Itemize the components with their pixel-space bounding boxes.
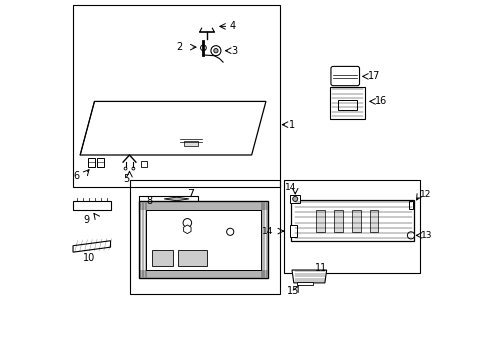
Text: 2: 2 <box>176 42 183 52</box>
Polygon shape <box>329 87 365 118</box>
Bar <box>151 249 173 266</box>
Polygon shape <box>183 141 198 146</box>
Circle shape <box>200 45 206 51</box>
Bar <box>333 210 342 232</box>
Bar <box>130 180 280 294</box>
Polygon shape <box>290 200 413 241</box>
Polygon shape <box>139 202 267 278</box>
Text: 4: 4 <box>229 21 235 31</box>
Polygon shape <box>73 201 110 210</box>
Text: 14: 14 <box>284 183 295 192</box>
Text: 6: 6 <box>74 171 80 181</box>
Circle shape <box>226 228 233 235</box>
Bar <box>290 195 300 203</box>
Text: 1: 1 <box>288 120 295 130</box>
Bar <box>146 210 260 270</box>
Text: 17: 17 <box>367 71 379 81</box>
FancyBboxPatch shape <box>330 66 359 86</box>
Bar <box>141 161 147 167</box>
Bar <box>408 202 412 209</box>
Bar <box>315 210 324 232</box>
Text: 5: 5 <box>123 174 129 184</box>
Polygon shape <box>80 102 265 155</box>
Circle shape <box>124 167 127 170</box>
Circle shape <box>132 167 135 170</box>
Circle shape <box>210 46 221 56</box>
Bar <box>97 158 103 167</box>
Text: 8: 8 <box>146 197 152 206</box>
Circle shape <box>213 49 218 53</box>
Text: 3: 3 <box>231 46 237 56</box>
Bar <box>369 210 378 232</box>
Text: 11: 11 <box>315 262 327 273</box>
Bar <box>283 180 419 273</box>
Text: 16: 16 <box>374 96 386 107</box>
Text: 14: 14 <box>262 226 273 235</box>
Bar <box>289 225 297 237</box>
Text: 10: 10 <box>83 253 95 263</box>
Text: 13: 13 <box>420 231 431 240</box>
Bar <box>73 5 280 187</box>
Text: 15: 15 <box>286 286 298 296</box>
Circle shape <box>183 219 191 227</box>
Bar <box>337 100 357 111</box>
Text: 9: 9 <box>83 215 89 225</box>
Polygon shape <box>73 241 110 252</box>
Polygon shape <box>164 197 189 201</box>
Text: 12: 12 <box>419 190 431 199</box>
Ellipse shape <box>167 202 184 209</box>
Bar <box>88 158 95 167</box>
Circle shape <box>407 232 414 239</box>
Circle shape <box>292 197 297 202</box>
Bar <box>139 196 198 213</box>
Bar <box>178 249 206 266</box>
Bar <box>351 210 360 232</box>
Bar <box>297 282 313 285</box>
Text: 7: 7 <box>187 189 194 199</box>
Polygon shape <box>291 270 326 283</box>
